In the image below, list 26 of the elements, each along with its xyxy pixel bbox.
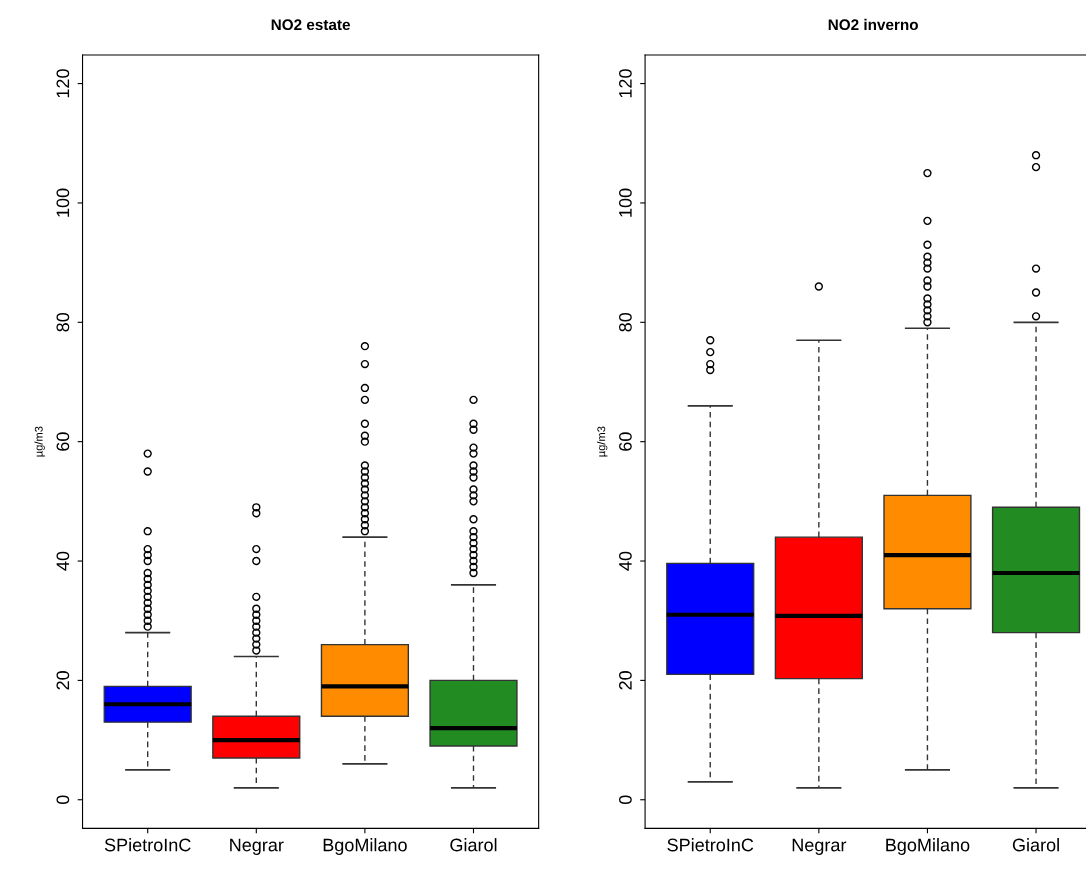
y-axis-title: µg/m3 bbox=[34, 426, 45, 457]
chart-title: NO2 estate bbox=[271, 19, 350, 31]
x-tick-label: Negrar bbox=[792, 838, 847, 855]
y-axis-title: µg/m3 bbox=[597, 426, 608, 457]
y-tick-label: 0 bbox=[619, 795, 632, 805]
y-tick-label: 60 bbox=[619, 432, 632, 451]
y-tick-label: 60 bbox=[56, 432, 70, 451]
y-tick-label: 100 bbox=[619, 188, 632, 217]
y-tick-label: 100 bbox=[56, 188, 70, 217]
y-tick-label: 80 bbox=[619, 312, 632, 332]
x-tick-label: Giarol bbox=[450, 838, 497, 852]
y-tick-label: 20 bbox=[619, 671, 632, 690]
y-tick-label: 0 bbox=[56, 795, 70, 805]
x-tick-label: BgoMilano bbox=[323, 838, 407, 855]
y-tick-label: 20 bbox=[56, 671, 70, 690]
y-tick-label: 40 bbox=[619, 551, 632, 571]
x-tick-label: Giarol bbox=[1012, 838, 1059, 852]
y-tick-label: 120 bbox=[56, 69, 70, 98]
y-tick-label: 40 bbox=[56, 551, 70, 571]
x-tick-label: SPietroInC bbox=[667, 838, 754, 852]
y-tick-label: 80 bbox=[56, 312, 70, 332]
x-tick-label: BgoMilano bbox=[886, 838, 970, 855]
x-tick-label: Negrar bbox=[230, 838, 284, 855]
x-tick-label: SPietroInC bbox=[104, 838, 191, 852]
y-tick-label: 120 bbox=[619, 69, 632, 98]
chart-title: NO2 inverno bbox=[828, 18, 918, 31]
